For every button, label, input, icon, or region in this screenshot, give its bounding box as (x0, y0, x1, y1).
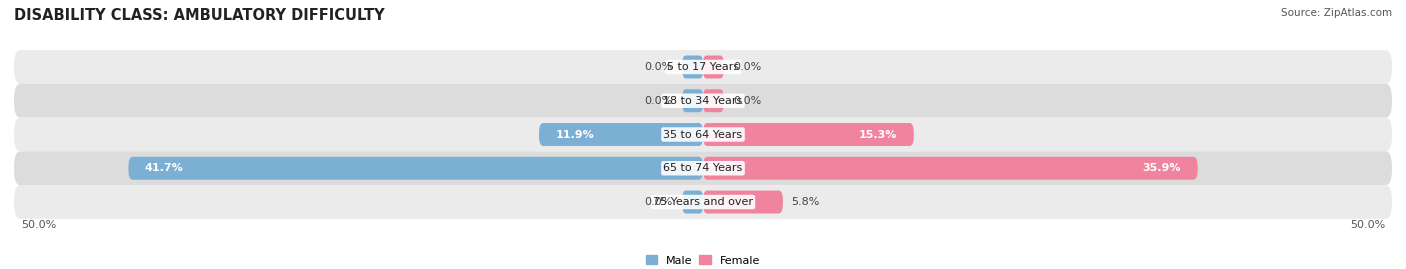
Legend: Male, Female: Male, Female (641, 251, 765, 269)
Text: 50.0%: 50.0% (21, 220, 56, 229)
Text: 0.0%: 0.0% (644, 62, 672, 72)
Text: 0.0%: 0.0% (644, 197, 672, 207)
FancyBboxPatch shape (682, 190, 703, 214)
Text: 0.0%: 0.0% (644, 96, 672, 106)
Text: 65 to 74 Years: 65 to 74 Years (664, 163, 742, 173)
Text: 5 to 17 Years: 5 to 17 Years (666, 62, 740, 72)
Text: 0.0%: 0.0% (734, 96, 762, 106)
Text: Source: ZipAtlas.com: Source: ZipAtlas.com (1281, 8, 1392, 18)
Text: 50.0%: 50.0% (1350, 220, 1385, 229)
Text: 75 Years and over: 75 Years and over (652, 197, 754, 207)
FancyBboxPatch shape (14, 84, 1392, 118)
FancyBboxPatch shape (14, 118, 1392, 151)
FancyBboxPatch shape (703, 157, 1198, 180)
FancyBboxPatch shape (682, 89, 703, 112)
Text: 15.3%: 15.3% (859, 129, 897, 140)
FancyBboxPatch shape (703, 89, 724, 112)
Text: 18 to 34 Years: 18 to 34 Years (664, 96, 742, 106)
Text: 41.7%: 41.7% (145, 163, 184, 173)
Text: 35.9%: 35.9% (1143, 163, 1181, 173)
Text: 5.8%: 5.8% (792, 197, 820, 207)
FancyBboxPatch shape (14, 151, 1392, 185)
FancyBboxPatch shape (703, 190, 783, 214)
Text: 0.0%: 0.0% (734, 62, 762, 72)
FancyBboxPatch shape (14, 50, 1392, 84)
FancyBboxPatch shape (703, 55, 724, 79)
FancyBboxPatch shape (128, 157, 703, 180)
Text: 11.9%: 11.9% (555, 129, 595, 140)
Text: DISABILITY CLASS: AMBULATORY DIFFICULTY: DISABILITY CLASS: AMBULATORY DIFFICULTY (14, 8, 385, 23)
Text: 35 to 64 Years: 35 to 64 Years (664, 129, 742, 140)
FancyBboxPatch shape (14, 185, 1392, 219)
FancyBboxPatch shape (703, 123, 914, 146)
FancyBboxPatch shape (682, 55, 703, 79)
FancyBboxPatch shape (538, 123, 703, 146)
